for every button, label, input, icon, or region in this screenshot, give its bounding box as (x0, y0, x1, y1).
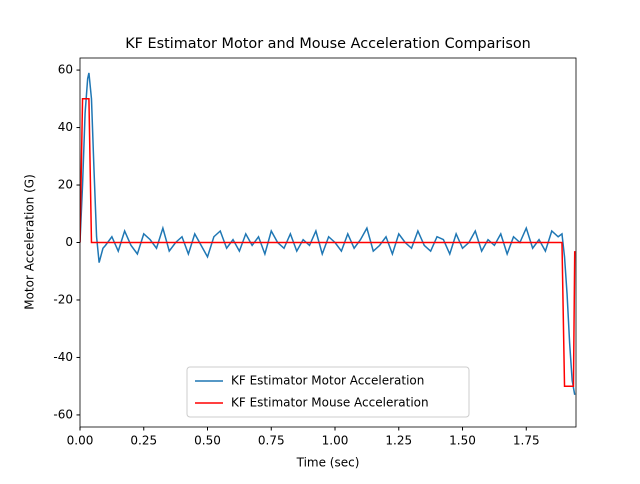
x-tick-label: 0.25 (130, 434, 157, 448)
y-tick-label: 0 (65, 235, 73, 249)
x-tick-label: 1.50 (449, 434, 476, 448)
series-line (80, 72, 576, 395)
y-axis-label: Motor Acceleration (G) (23, 174, 37, 310)
y-tick-label: -60 (53, 407, 73, 421)
legend-label: KF Estimator Mouse Acceleration (231, 396, 429, 410)
legend-box (186, 366, 470, 418)
y-tick-label: -20 (53, 292, 73, 306)
x-tick-label: 0.75 (258, 434, 285, 448)
x-tick-label: 1.75 (513, 434, 540, 448)
y-tick-label: 60 (58, 63, 73, 77)
y-tick-label: -40 (53, 350, 73, 364)
legend-label: KF Estimator Motor Acceleration (231, 374, 424, 388)
axes-frame (79, 57, 577, 428)
x-tick-label: 1.25 (385, 434, 412, 448)
chart-title: KF Estimator Motor and Mouse Acceleratio… (125, 36, 531, 52)
x-tick-label: 1.00 (322, 434, 349, 448)
x-tick-label: 0.00 (67, 434, 94, 448)
series-line (80, 98, 576, 387)
x-tick-label: 0.50 (194, 434, 221, 448)
y-tick-label: 40 (58, 120, 73, 134)
x-axis-label: Time (sec) (296, 456, 360, 470)
y-tick-label: 20 (58, 178, 73, 192)
